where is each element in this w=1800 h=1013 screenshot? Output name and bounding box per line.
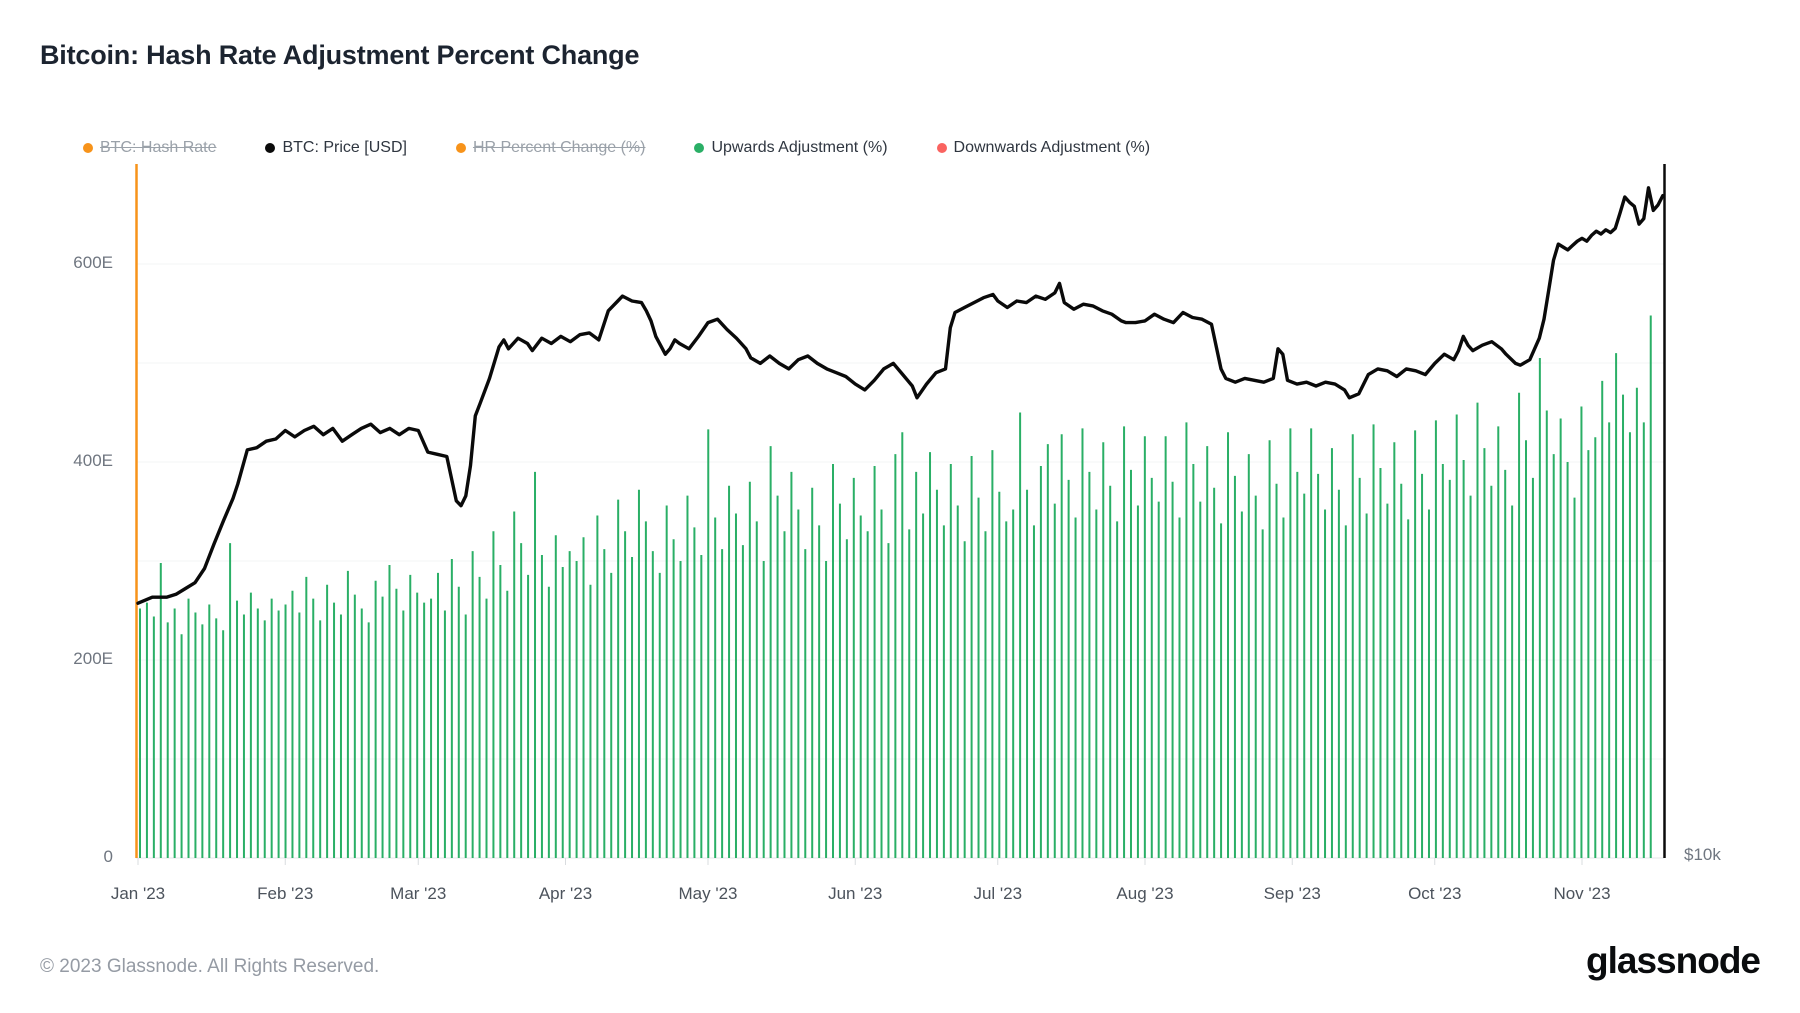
legend-series-label: Upwards Adjustment (%) (711, 139, 888, 156)
x-axis-month-label: Oct '23 (1408, 884, 1462, 903)
legend-series-dot (694, 143, 705, 153)
legend-item[interactable]: Upwards Adjustment (%) (694, 139, 888, 157)
legend-series-label: Downwards Adjustment (%) (953, 139, 1151, 156)
copyright-text: © 2023 Glassnode. All Rights Reserved. (40, 956, 380, 977)
gridlines (136, 263, 1664, 859)
page-title: Bitcoin: Hash Rate Adjustment Percent Ch… (40, 40, 640, 70)
x-axis-month-label: Jun '23 (828, 884, 883, 903)
bars-upwards-adjustment (139, 315, 1652, 858)
legend-item[interactable]: BTC: Price [USD] (265, 139, 407, 157)
x-axis-month-label: May '23 (678, 884, 738, 903)
y-axis-tick-label: 200E (73, 649, 113, 668)
right-axis-price-label: $10k (1684, 845, 1721, 864)
legend-item[interactable]: HR Percent Change (%) (455, 139, 646, 157)
legend-series-dot (265, 143, 276, 153)
y-axis-tick-label: 0 (103, 847, 113, 866)
chart-legend: BTC: Hash Rate BTC: Price [USD] HR Percent… (83, 139, 1150, 157)
x-axis-month-label: Jan '23 (110, 884, 166, 903)
x-axis-month-label: Feb '23 (257, 884, 314, 903)
x-axis-month-label: Aug '23 (1116, 884, 1174, 903)
legend-series-dot (83, 143, 93, 153)
legend-item[interactable]: Downwards Adjustment (%) (936, 139, 1151, 157)
x-axis-month-label: Jul '23 (973, 884, 1023, 903)
legend-series-label: BTC: Hash Rate (100, 139, 217, 156)
x-axis-month-label: Sep '23 (1263, 884, 1321, 903)
x-axis-month-label: Apr '23 (538, 884, 593, 903)
y-axis-tick-label: 600E (73, 253, 113, 272)
legend-series-dot (936, 143, 947, 153)
legend-series-dot (455, 143, 466, 153)
x-axis-month-label: Mar '23 (390, 884, 447, 903)
glassnode-logo: glassnode (1586, 940, 1761, 981)
price-line (136, 186, 1665, 605)
y-axis-tick-label: 400E (73, 451, 113, 470)
legend-item[interactable]: BTC: Hash Rate (83, 139, 216, 157)
month-ticks (137, 858, 1583, 865)
x-axis-month-label: Nov '23 (1553, 884, 1611, 903)
legend-series-label: HR Percent Change (%) (472, 139, 646, 156)
legend-series-label: BTC: Price [USD] (282, 139, 407, 156)
